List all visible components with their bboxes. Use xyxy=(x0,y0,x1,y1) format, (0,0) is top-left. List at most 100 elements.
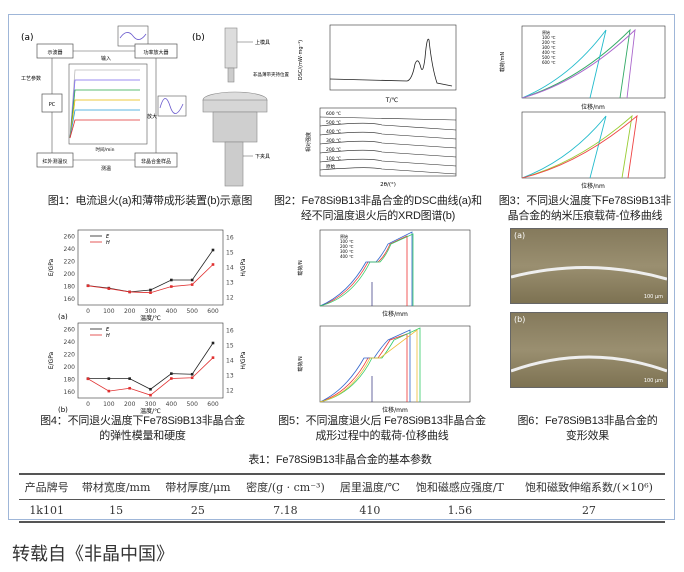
x-tick-label: 100 xyxy=(103,401,115,408)
upper-die-tip xyxy=(227,67,235,83)
xrd-label: 500 ℃ xyxy=(326,120,341,126)
data-point-E xyxy=(170,372,173,375)
data-point-H xyxy=(211,356,215,359)
legend-label: 100 ℃ xyxy=(542,35,556,40)
y-axis-label: E/GPa xyxy=(48,351,55,369)
x-axis-label: 位移/mm xyxy=(382,310,408,318)
figure-2-chart: T/℃ DSC/(mW·mg⁻¹) 600 ℃ 500 ℃ 400 ℃ 300 ℃ … xyxy=(298,24,457,188)
data-point-E xyxy=(149,288,152,292)
panel-label: (b) xyxy=(58,406,68,414)
legend-label: 300 ℃ xyxy=(542,45,556,50)
y-tick-label: 160 xyxy=(64,296,76,303)
table-cell: 1.56 xyxy=(447,504,473,517)
table-cell: 25 xyxy=(190,504,205,517)
figure-6-caption: 图6：Fe78Si9B13非晶合金的 变形效果 xyxy=(505,414,670,444)
input-label: 输入 xyxy=(101,55,111,62)
column-header: 密度/(g · cm⁻³) xyxy=(246,481,325,494)
dsc-curve xyxy=(329,38,453,87)
column-header: 居里温度/℃ xyxy=(339,481,400,494)
x-axis-label: 位移/mm xyxy=(382,406,408,414)
y-axis-label: 载荷/N xyxy=(297,260,304,276)
legend-label: E xyxy=(106,234,110,240)
lower-fixture-body xyxy=(202,99,268,113)
micrograph-b-label: (b) xyxy=(514,315,526,324)
data-point-H xyxy=(170,285,173,288)
y2-tick-label: 14 xyxy=(226,358,234,365)
fig1-a-label: (a) xyxy=(21,33,34,43)
data-point-H xyxy=(107,389,111,393)
sine-wave xyxy=(119,32,147,40)
series-line-E xyxy=(87,249,214,293)
legend-label: 100 ℃ xyxy=(340,239,354,244)
upper-die-label: 上模具 xyxy=(255,39,270,46)
source-attribution: 转载自《非晶中国》 xyxy=(12,544,174,565)
y2-tick-label: 16 xyxy=(226,235,234,242)
data-point-E xyxy=(211,341,215,345)
data-point-H xyxy=(190,283,194,286)
x-tick-label: 400 xyxy=(166,308,178,315)
caption-line: 晶合金的纳米压痕载荷-位移曲线 xyxy=(507,210,663,222)
micrograph-a-label: (a) xyxy=(514,231,526,240)
scale-bar-label: 100 μm xyxy=(643,294,663,300)
data-point-E xyxy=(107,377,111,380)
pc-label: PC xyxy=(49,102,56,108)
y2-axis-label: H/GPa xyxy=(240,351,247,370)
data-point-E xyxy=(149,387,152,391)
x-tick-label: 200 xyxy=(124,308,136,315)
legend-label: E xyxy=(106,327,110,333)
panel-label: (a) xyxy=(58,313,68,321)
figure-5-caption: 图5：不同温度退火后 Fe78Si9B13非晶合金 成形过程中的载荷-位移曲线 xyxy=(262,414,502,444)
inset-chart xyxy=(68,63,148,145)
scale-bar-label: 100 μm xyxy=(643,378,663,384)
fig1-b-label: (b) xyxy=(192,33,205,43)
y2-tick-label: 15 xyxy=(226,343,234,350)
table-cell: 15 xyxy=(109,504,124,517)
data-point-H xyxy=(128,386,131,390)
x-axis-label: 温度/℃ xyxy=(140,314,161,322)
y2-tick-label: 14 xyxy=(226,265,234,272)
data-point-H xyxy=(190,376,194,380)
params-label: 工艺参数 xyxy=(21,75,41,82)
caption-line: 的弹性模量和硬度 xyxy=(99,430,186,442)
legend-label: 400 ℃ xyxy=(340,254,354,259)
legend-label: 原始 xyxy=(340,233,348,239)
micrograph-b: (b) 100 μm xyxy=(510,312,668,388)
legend-label: 200 ℃ xyxy=(542,40,556,45)
x-tick-label: 200 xyxy=(124,401,136,408)
x-tick-label: 500 xyxy=(186,308,198,315)
caption-line: 成形过程中的载荷-位移曲线 xyxy=(315,430,449,442)
x-tick-label: 0 xyxy=(86,308,90,315)
x-tick-label: 600 xyxy=(207,308,219,315)
data-point-E xyxy=(190,372,194,376)
xrd-label: 200 ℃ xyxy=(326,147,341,153)
parameters-table: 产品牌号 带材宽度/mm 带材厚度/μm 密度/(g · cm⁻³) 居里温度/℃ 饱和磁… xyxy=(19,473,665,523)
sine-wave xyxy=(159,98,184,114)
data-point-H xyxy=(149,393,152,397)
legend-label: 原始 xyxy=(542,29,550,35)
sample-label: 非晶合金样品 xyxy=(141,158,171,165)
lower-fixture-shaft xyxy=(224,141,244,187)
signal-generator-label: 示波器 xyxy=(47,49,62,56)
lower-fixture-body xyxy=(212,111,258,143)
caption-line: 图3：不同退火温度下Fe78Si9B13非 xyxy=(498,195,672,207)
y-tick-label: 180 xyxy=(64,283,76,290)
table-row: 1k101 15 25 7.18 410 1.56 27 xyxy=(19,500,665,522)
xrd-y-label: 相对强度 xyxy=(305,132,312,152)
deformed-ribbon-profile xyxy=(511,265,667,281)
legend-label: 300 ℃ xyxy=(340,249,354,254)
y2-tick-label: 12 xyxy=(226,295,234,302)
forming-panel-b: 位移/mm 载荷/N xyxy=(297,325,471,414)
table-cell: 410 xyxy=(359,504,381,517)
measure-label: 测温 xyxy=(101,165,111,172)
deformed-ribbon-profile xyxy=(511,355,667,373)
figure-2-caption: 图2：Fe78Si9B13非晶合金的DSC曲线(a)和 经不同温度退火后的XRD图… xyxy=(268,194,488,224)
column-header: 带材厚度/μm xyxy=(165,481,231,494)
figure-4-caption: 图4：不同退火温度下Fe78Si9B13非晶合金 的弹性模量和硬度 xyxy=(20,414,265,444)
caption-line: 变形效果 xyxy=(565,430,610,442)
data-point-H xyxy=(128,290,131,294)
amplify-label: 放大 xyxy=(147,113,157,120)
data-point-E xyxy=(211,248,215,252)
dsc-y-label: DSC/(mW·mg⁻¹) xyxy=(298,40,304,80)
inset-x-label: 时间/min xyxy=(95,146,114,153)
